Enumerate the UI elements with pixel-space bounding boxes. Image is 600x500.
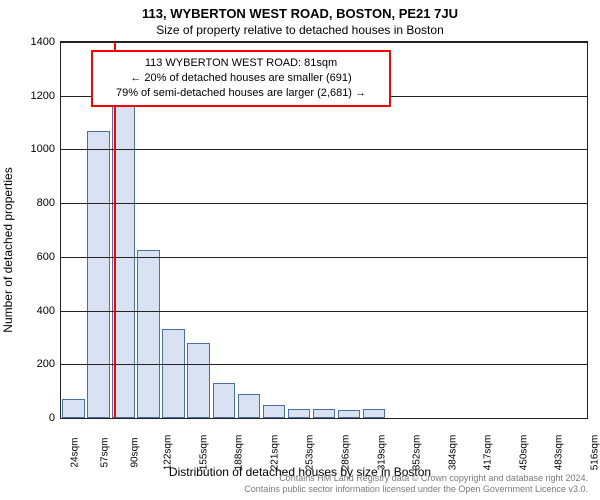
histogram-bar xyxy=(363,409,386,418)
y-tick-label: 400 xyxy=(37,305,61,317)
gridline xyxy=(61,364,587,365)
gridline xyxy=(61,149,587,150)
gridline xyxy=(61,257,587,258)
bar-slot xyxy=(512,42,537,418)
chart-container: 113, WYBERTON WEST ROAD, BOSTON, PE21 7J… xyxy=(0,0,600,500)
bar-slot xyxy=(61,42,86,418)
plot-frame: 113 WYBERTON WEST ROAD: 81sqm ← 20% of d… xyxy=(60,41,588,419)
footer-line-1: Contains HM Land Registry data © Crown c… xyxy=(244,473,588,485)
gridline xyxy=(61,42,587,43)
x-tick-label: 352sqm xyxy=(411,435,422,471)
footer-line-2: Contains public sector information licen… xyxy=(244,484,588,496)
histogram-bar xyxy=(263,405,286,418)
footer-credits: Contains HM Land Registry data © Crown c… xyxy=(244,473,588,496)
histogram-bar xyxy=(137,250,160,418)
chart-subtitle: Size of property relative to detached ho… xyxy=(0,21,600,37)
x-tick-label: 57sqm xyxy=(100,437,111,467)
x-tick-label: 286sqm xyxy=(340,435,351,471)
x-tick-label: 417sqm xyxy=(483,435,494,471)
histogram-bar xyxy=(87,131,110,418)
histogram-bar xyxy=(112,88,135,418)
y-tick-label: 1400 xyxy=(31,36,61,48)
histogram-bar xyxy=(238,394,261,418)
annotation-line-1: 113 WYBERTON WEST ROAD: 81sqm xyxy=(101,56,381,71)
x-tick-label: 319sqm xyxy=(376,435,387,471)
gridline xyxy=(61,203,587,204)
bar-slot xyxy=(562,42,587,418)
bar-slot xyxy=(537,42,562,418)
histogram-bar xyxy=(313,409,336,418)
x-ticks: 24sqm57sqm90sqm122sqm155sqm188sqm221sqm2… xyxy=(60,419,588,438)
histogram-bar xyxy=(213,383,236,418)
histogram-bar xyxy=(187,343,210,418)
y-tick-label: 800 xyxy=(37,197,61,209)
bar-slot xyxy=(462,42,487,418)
histogram-bar xyxy=(338,410,361,418)
y-axis-label: Number of detached properties xyxy=(1,167,15,332)
y-tick-label: 200 xyxy=(37,358,61,370)
annotation-line-3: 79% of semi-detached houses are larger (… xyxy=(101,86,381,101)
annotation-line-2: ← 20% of detached houses are smaller (69… xyxy=(101,71,381,86)
x-tick-label: 253sqm xyxy=(305,435,316,471)
x-tick-label: 516sqm xyxy=(589,435,600,471)
chart-title: 113, WYBERTON WEST ROAD, BOSTON, PE21 7J… xyxy=(0,0,600,21)
x-tick-label: 155sqm xyxy=(198,435,209,471)
histogram-bar xyxy=(288,409,311,418)
histogram-bar xyxy=(162,329,185,418)
y-tick-label: 1200 xyxy=(31,90,61,102)
x-tick-label: 90sqm xyxy=(130,437,141,467)
gridline xyxy=(61,311,587,312)
x-tick-label: 483sqm xyxy=(554,435,565,471)
x-tick-label: 221sqm xyxy=(269,435,280,471)
y-tick-label: 1000 xyxy=(31,143,61,155)
x-tick-label: 384sqm xyxy=(447,435,458,471)
x-tick-label: 24sqm xyxy=(70,437,81,467)
x-tick-label: 188sqm xyxy=(233,435,244,471)
y-tick-label: 600 xyxy=(37,251,61,263)
plot-area: 113 WYBERTON WEST ROAD: 81sqm ← 20% of d… xyxy=(60,41,588,419)
bar-slot xyxy=(412,42,437,418)
annotation-box: 113 WYBERTON WEST ROAD: 81sqm ← 20% of d… xyxy=(91,50,391,107)
histogram-bar xyxy=(62,399,85,418)
bar-slot xyxy=(437,42,462,418)
x-tick-label: 122sqm xyxy=(162,435,173,471)
bar-slot xyxy=(487,42,512,418)
x-tick-label: 450sqm xyxy=(518,435,529,471)
